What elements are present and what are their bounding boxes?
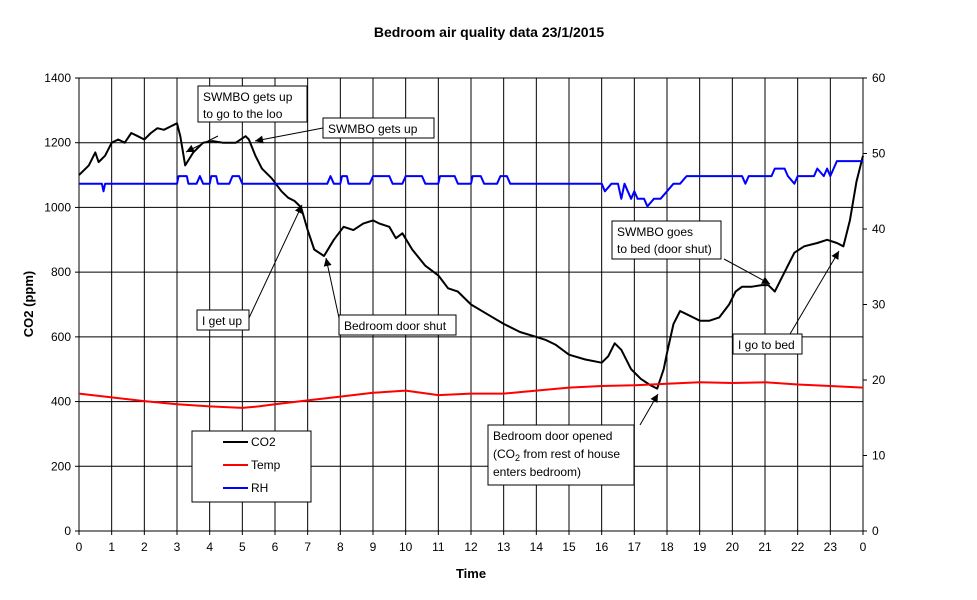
series-layer (78, 122, 864, 409)
annotation-i-go-bed: I go to bed (732, 250, 840, 355)
y-tick-label: 1000 (44, 200, 71, 214)
annotation-box (338, 314, 457, 336)
x-tick-label: 3 (174, 540, 181, 554)
annotation-text: Bedroom door opened (493, 429, 612, 443)
annotation-text: SWMBO goes (617, 225, 693, 239)
y2-tick-label: 60 (872, 71, 886, 85)
x-tick-label: 14 (530, 540, 544, 554)
series-line-rh (79, 160, 863, 208)
chart-title: Bedroom air quality data 23/1/2015 (374, 24, 605, 40)
y2-tick-label: 20 (872, 373, 886, 387)
annotation-arrow (248, 204, 303, 319)
annotation-text: to bed (door shut) (617, 242, 712, 256)
x-tick-label: 6 (272, 540, 279, 554)
x-tick-label: 23 (824, 540, 838, 554)
annotation-swmbo-loo: SWMBO gets up to go to the loo (185, 85, 308, 153)
annotation-text: enters bedroom) (493, 465, 581, 479)
annotation-arrow (254, 127, 324, 142)
annotation-arrow (325, 257, 340, 319)
annotation-text: Bedroom door shut (344, 319, 447, 333)
y-tick-label: 200 (51, 459, 71, 473)
x-tick-label: 18 (660, 540, 674, 554)
x-tick-label: 1 (108, 540, 115, 554)
annotation-box (611, 220, 722, 260)
x-tick-label: 21 (758, 540, 772, 554)
annotation-arrowhead (761, 276, 770, 284)
annotation-arrowhead (255, 135, 264, 144)
y2-tick-label: 30 (872, 298, 886, 312)
annotation-text: (CO2 from rest of house (493, 447, 620, 463)
annotation-text: SWMBO gets up (203, 90, 293, 104)
x-tick-label: 19 (693, 540, 707, 554)
series-line-temp (78, 381, 864, 409)
annotation-door-opened: Bedroom door opened (CO2 from rest of hou… (487, 393, 659, 486)
y-tick-label: 600 (51, 330, 71, 344)
annotation-arrowhead (831, 251, 839, 260)
annotation-box (197, 85, 308, 123)
x-tick-label: 4 (206, 540, 213, 554)
x-tick-label: 0 (76, 540, 83, 554)
annotation-box (487, 424, 635, 486)
x-tick-label: 16 (595, 540, 609, 554)
annotation-text: I get up (202, 314, 242, 328)
x-tick-label: 9 (370, 540, 377, 554)
annotation-door-shut: Bedroom door shut (323, 257, 457, 336)
annotation-arrowhead (186, 144, 195, 152)
annotation-arrowhead (294, 205, 303, 214)
series-line-co2 (78, 122, 864, 390)
annotation-arrowhead (650, 394, 658, 403)
x-tick-label: 2 (141, 540, 148, 554)
annotation-box (196, 309, 250, 331)
y-tick-label: 0 (64, 524, 71, 538)
grid-layer (78, 77, 864, 532)
x-tick-label: 20 (726, 540, 740, 554)
x-tick-label: 8 (337, 540, 344, 554)
y-tick-label: 1200 (44, 136, 71, 150)
x-tick-label: 13 (497, 540, 511, 554)
x-tick-label: 17 (628, 540, 642, 554)
y2-tick-label: 0 (872, 524, 879, 538)
y-tick-label: 1400 (44, 71, 71, 85)
annotation-text: SWMBO gets up (328, 122, 418, 136)
annotation-swmbo-bed: SWMBO goes to bed (door shut) (611, 220, 771, 285)
legend-label-rh: RH (251, 481, 268, 495)
annotation-arrow (723, 258, 771, 285)
x-tick-label: 7 (304, 540, 311, 554)
annotation-arrowhead (323, 258, 332, 267)
y2-tick-label: 10 (872, 449, 886, 463)
annotation-arrow (789, 250, 840, 335)
annotation-text: I go to bed (738, 338, 795, 352)
x-tick-label: 12 (464, 540, 478, 554)
annotation-box (322, 117, 435, 139)
annotation-box (732, 333, 803, 355)
y-tick-label: 800 (51, 265, 71, 279)
x-tick-label: 11 (432, 540, 445, 554)
annotation-i-get-up: I get up (196, 204, 303, 331)
legend-label-co2: CO2 (251, 435, 276, 449)
legend: CO2 Temp RH (191, 430, 312, 503)
x-tick-label: 22 (791, 540, 805, 554)
x-tick-label: 15 (562, 540, 576, 554)
annotation-swmbo-up: SWMBO gets up (254, 117, 435, 144)
x-tick-label: 10 (399, 540, 413, 554)
legend-label-temp: Temp (251, 458, 281, 472)
annotation-text: to go to the loo (203, 107, 283, 121)
y-tick-label: 400 (51, 395, 71, 409)
y2-tick-label: 40 (872, 222, 886, 236)
legend-box (191, 430, 312, 503)
x-tick-label: 0 (860, 540, 867, 554)
y-axis-title: CO2 (ppm) (21, 271, 36, 337)
x-axis-title: Time (456, 566, 486, 581)
y2-tick-label: 50 (872, 147, 886, 161)
x-tick-label: 5 (239, 540, 246, 554)
